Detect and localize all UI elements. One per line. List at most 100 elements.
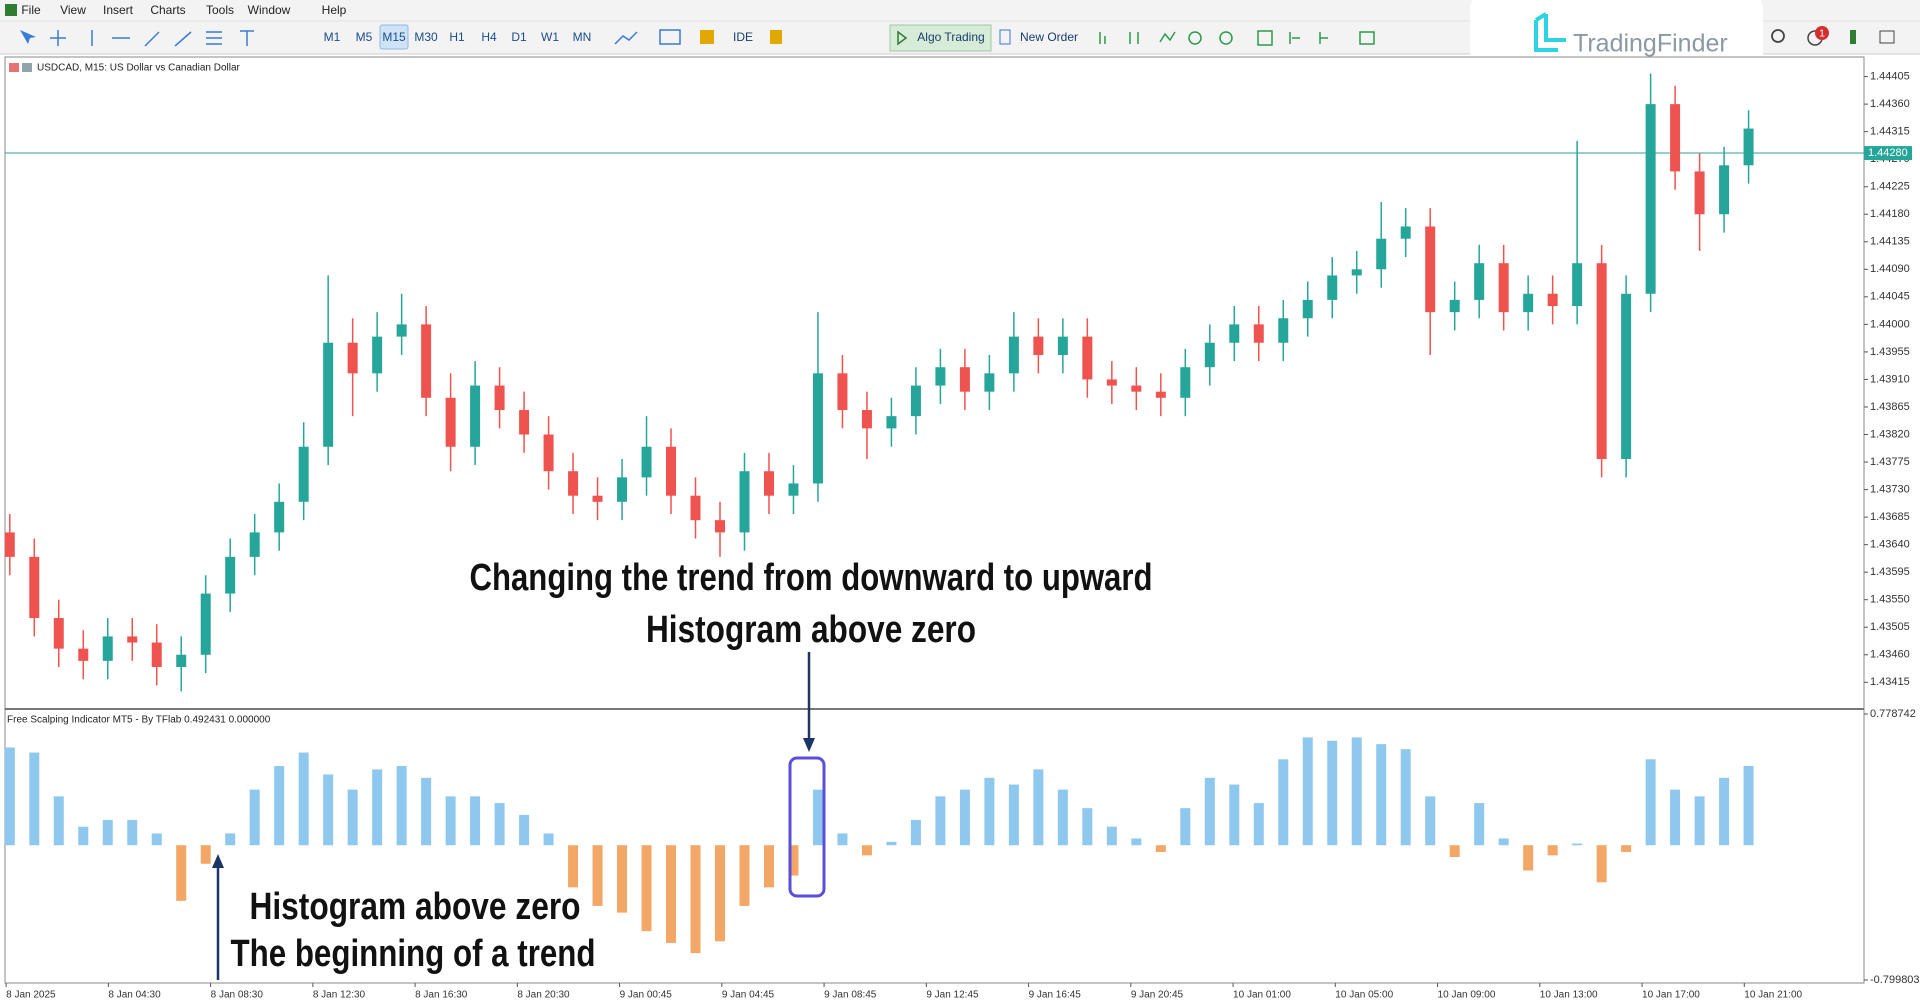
y-tick-label: 1.44405 xyxy=(1870,70,1910,82)
timeframe-button[interactable]: W1 xyxy=(541,30,559,44)
search-icon[interactable] xyxy=(1771,29,1785,43)
y-tick-label: 1.43505 xyxy=(1870,621,1910,633)
arrow-head xyxy=(803,738,815,752)
plot: 1.444051.443601.443151.442701.442251.441… xyxy=(4,70,1920,1001)
histogram-bar xyxy=(1694,796,1705,846)
menu-item[interactable]: Window xyxy=(248,3,291,17)
y-tick-label: 1.44045 xyxy=(1870,291,1910,303)
y-tick-label: 1.43595 xyxy=(1870,566,1910,578)
x-tick-label: 10 Jan 21:00 xyxy=(1744,990,1802,1001)
coin-icon xyxy=(700,30,714,44)
menu-item[interactable]: Insert xyxy=(103,3,134,17)
arrow-head xyxy=(212,854,224,868)
timeframe-button[interactable]: H1 xyxy=(449,30,465,44)
menu-item[interactable]: Tools xyxy=(206,3,234,17)
timeframe-button[interactable]: M15 xyxy=(382,30,406,44)
candle-body xyxy=(151,642,162,668)
window-icon[interactable] xyxy=(1879,30,1895,44)
candle-body xyxy=(812,373,823,484)
candle-body xyxy=(396,324,407,337)
timeframe-button[interactable]: D1 xyxy=(511,30,527,44)
candle-body xyxy=(1131,385,1142,392)
candle-body xyxy=(1498,263,1509,313)
histogram-bar xyxy=(1743,766,1754,846)
histogram-bar xyxy=(1719,777,1730,846)
candle-body xyxy=(984,373,995,392)
menu-item[interactable]: Help xyxy=(322,3,347,17)
timeframe-button[interactable]: M5 xyxy=(356,30,373,44)
histogram-bar xyxy=(127,819,138,846)
histogram-bar xyxy=(176,845,187,901)
candle-body xyxy=(715,520,725,533)
x-tick-label: 8 Jan 2025 xyxy=(6,990,56,1001)
x-tick-label: 9 Jan 16:45 xyxy=(1029,990,1082,1001)
candle-body xyxy=(690,495,701,521)
toolbar-button[interactable]: IDE xyxy=(733,30,753,44)
candle-body xyxy=(1596,263,1607,459)
histogram-bar xyxy=(494,803,505,846)
x-tick-label: 8 Jan 16:30 xyxy=(415,990,468,1001)
histogram-bar xyxy=(372,769,383,846)
order-icon xyxy=(999,29,1011,45)
histogram-bar xyxy=(1057,789,1068,846)
histogram-bar xyxy=(1376,744,1387,846)
histogram-bar xyxy=(837,833,848,846)
menu-item[interactable]: File xyxy=(21,3,41,17)
timeframe-button[interactable]: H4 xyxy=(481,30,497,44)
cursor-icon xyxy=(20,30,36,44)
timeframe-button[interactable]: M30 xyxy=(414,30,438,44)
chart-icon xyxy=(9,63,19,72)
candle-body xyxy=(4,532,15,557)
candle-body xyxy=(1621,293,1632,459)
candle-body xyxy=(347,342,358,374)
timeframe-button[interactable]: M1 xyxy=(324,30,341,44)
histogram-bar xyxy=(1008,784,1019,846)
candle-body xyxy=(617,477,628,502)
histogram-bar xyxy=(1131,838,1142,846)
x-tick-label: 9 Jan 12:45 xyxy=(926,990,979,1001)
candle-body xyxy=(29,556,40,619)
histogram-bar xyxy=(421,777,432,846)
menu-item[interactable]: Charts xyxy=(150,3,185,17)
candle-body xyxy=(200,593,211,655)
menu-item[interactable]: View xyxy=(60,3,86,17)
histogram-bar xyxy=(1596,845,1607,883)
candle-body xyxy=(1351,269,1362,276)
candle-body xyxy=(421,324,432,398)
highlight-box xyxy=(788,756,826,898)
candle-body xyxy=(763,471,774,496)
candle-body xyxy=(1057,336,1068,355)
histogram-bar xyxy=(4,747,15,846)
candle-body xyxy=(641,446,652,478)
timeframe-button[interactable]: MN xyxy=(573,30,592,44)
view-tools xyxy=(1099,30,1375,46)
current-price-label: 1.44280 xyxy=(1868,147,1908,159)
y-tick-label: 1.44090 xyxy=(1870,263,1910,275)
histogram-bar xyxy=(323,774,334,846)
toolbar-button[interactable]: New Order xyxy=(1020,30,1078,44)
x-tick-label: 9 Jan 08:45 xyxy=(824,990,877,1001)
chart-tools xyxy=(614,29,681,45)
candle-body xyxy=(470,385,481,447)
chart-frame xyxy=(4,56,1865,984)
histogram-bar xyxy=(1033,769,1044,846)
histogram-bar xyxy=(690,845,701,954)
histogram-bar xyxy=(1498,838,1509,846)
histogram-bar xyxy=(1523,845,1534,871)
candle-body xyxy=(935,367,946,386)
logo-mark xyxy=(1534,12,1566,52)
candle-body xyxy=(666,446,677,496)
candle-body xyxy=(910,385,921,417)
x-tick-label: 10 Jan 13:00 xyxy=(1540,990,1598,1001)
histogram-bar xyxy=(249,789,260,846)
notifications-badge xyxy=(1815,26,1829,40)
histogram-bar xyxy=(1253,803,1264,846)
candle-body xyxy=(1694,171,1705,215)
histogram-bar xyxy=(151,833,162,846)
annotation-text: The beginning of a trend xyxy=(231,933,596,975)
toolbar-button[interactable]: Algo Trading xyxy=(917,30,984,44)
x-tick-label: 8 Jan 20:30 xyxy=(517,990,570,1001)
y-tick-label: 1.43820 xyxy=(1870,428,1910,440)
active-timeframe-box xyxy=(379,24,409,50)
x-tick-label: 8 Jan 08:30 xyxy=(211,990,264,1001)
